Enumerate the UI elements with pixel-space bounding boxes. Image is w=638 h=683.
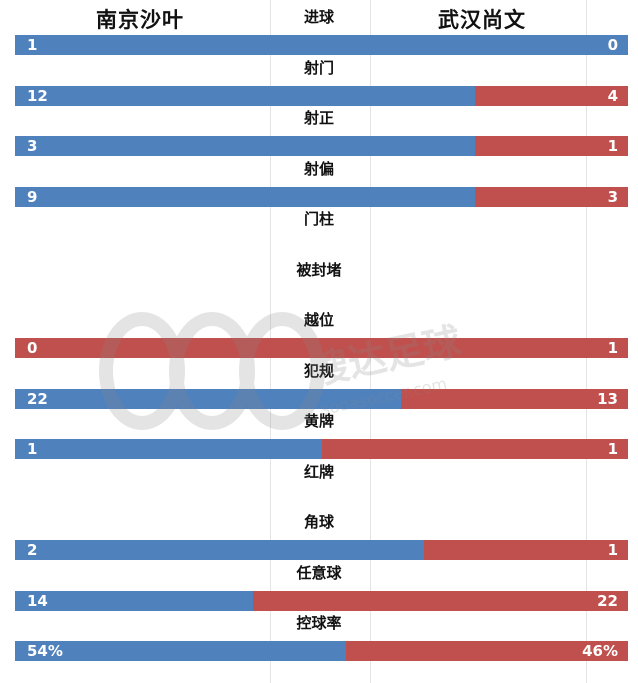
stat-label: 射正 bbox=[303, 109, 334, 127]
stat-label: 犯规 bbox=[303, 361, 334, 380]
home-bar-segment bbox=[15, 85, 475, 106]
stat-bar: 22 13 bbox=[15, 388, 628, 409]
away-value: 1 bbox=[607, 339, 618, 357]
home-bar-segment bbox=[15, 136, 475, 156]
stat-label: 红牌 bbox=[303, 462, 334, 481]
home-value: 12 bbox=[27, 86, 48, 105]
stat-bar: 14 22 bbox=[15, 590, 628, 611]
away-value: 22 bbox=[597, 591, 618, 610]
stat-label: 角球 bbox=[303, 513, 334, 531]
home-bar-segment bbox=[15, 641, 347, 661]
away-value: 0 bbox=[607, 36, 618, 54]
stat-label: 控球率 bbox=[296, 614, 342, 632]
home-value: 0 bbox=[27, 339, 38, 357]
home-bar-segment bbox=[15, 590, 254, 611]
stat-label: 任意球 bbox=[296, 563, 342, 582]
home-value: 1 bbox=[27, 36, 38, 54]
stat-label: 门柱 bbox=[303, 210, 334, 228]
home-value: 22 bbox=[27, 389, 48, 408]
stat-bar: 12 4 bbox=[15, 85, 628, 106]
away-team-name: 武汉尚文 bbox=[438, 8, 526, 32]
home-bar-segment bbox=[15, 439, 322, 459]
stat-bar: 54% 46% bbox=[15, 641, 628, 661]
away-value: 4 bbox=[607, 86, 618, 105]
home-bar-segment bbox=[15, 186, 475, 207]
stat-label: 进球 bbox=[303, 8, 334, 26]
away-value: 1 bbox=[607, 440, 618, 458]
home-bar-segment bbox=[15, 388, 401, 409]
away-value: 13 bbox=[597, 389, 618, 408]
home-value: 14 bbox=[27, 591, 48, 610]
away-value: 3 bbox=[607, 187, 618, 206]
stat-label: 被封堵 bbox=[296, 260, 342, 279]
away-value: 46% bbox=[582, 642, 618, 660]
stat-label: 黄牌 bbox=[303, 412, 334, 430]
home-value: 3 bbox=[27, 137, 38, 155]
stat-label: 射门 bbox=[303, 58, 334, 77]
home-bar-segment bbox=[15, 540, 424, 560]
home-value: 1 bbox=[27, 440, 38, 458]
home-value: 2 bbox=[27, 541, 38, 559]
home-value: 9 bbox=[27, 187, 38, 206]
home-team-name: 南京沙叶 bbox=[96, 8, 184, 32]
stat-label: 越位 bbox=[303, 311, 334, 329]
home-value: 54% bbox=[27, 642, 63, 660]
stat-label: 射偏 bbox=[303, 159, 334, 178]
away-value: 1 bbox=[607, 137, 618, 155]
away-value: 1 bbox=[607, 541, 618, 559]
home-bar-segment bbox=[15, 35, 628, 55]
